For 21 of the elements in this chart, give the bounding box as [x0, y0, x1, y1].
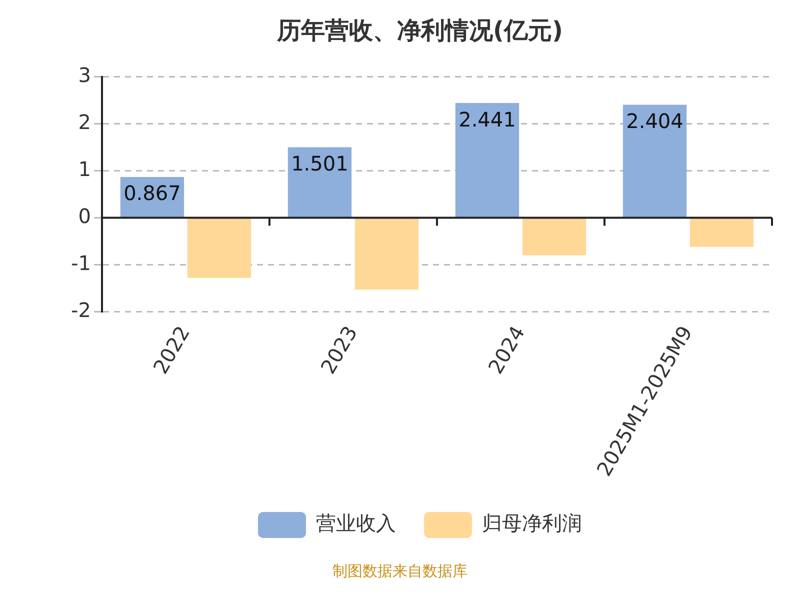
- bar: [522, 218, 586, 256]
- bar: [455, 103, 520, 217]
- y-tick-label: -2: [70, 298, 91, 322]
- legend-label: 归母净利润: [482, 511, 582, 536]
- data-label: 2.441: [458, 107, 516, 132]
- data-label: 0.867: [124, 181, 181, 206]
- y-tick-label: 0: [78, 204, 91, 228]
- bar: [354, 218, 419, 290]
- data-label: 1.501: [291, 151, 348, 176]
- y-tick-label: 3: [78, 63, 91, 88]
- bar: [622, 104, 687, 217]
- bar: [288, 147, 352, 217]
- bar: [187, 218, 252, 278]
- y-tick-label: 1: [78, 156, 91, 181]
- chart-title: 历年营收、净利情况(亿元): [276, 16, 563, 45]
- bar: [690, 218, 754, 247]
- legend-label: 营业收入: [316, 511, 396, 536]
- y-tick-label: -1: [70, 250, 91, 275]
- text: 制图数据来自数据库: [332, 562, 468, 581]
- y-tick-label: 2: [78, 110, 91, 134]
- data-label: 2.404: [626, 109, 684, 133]
